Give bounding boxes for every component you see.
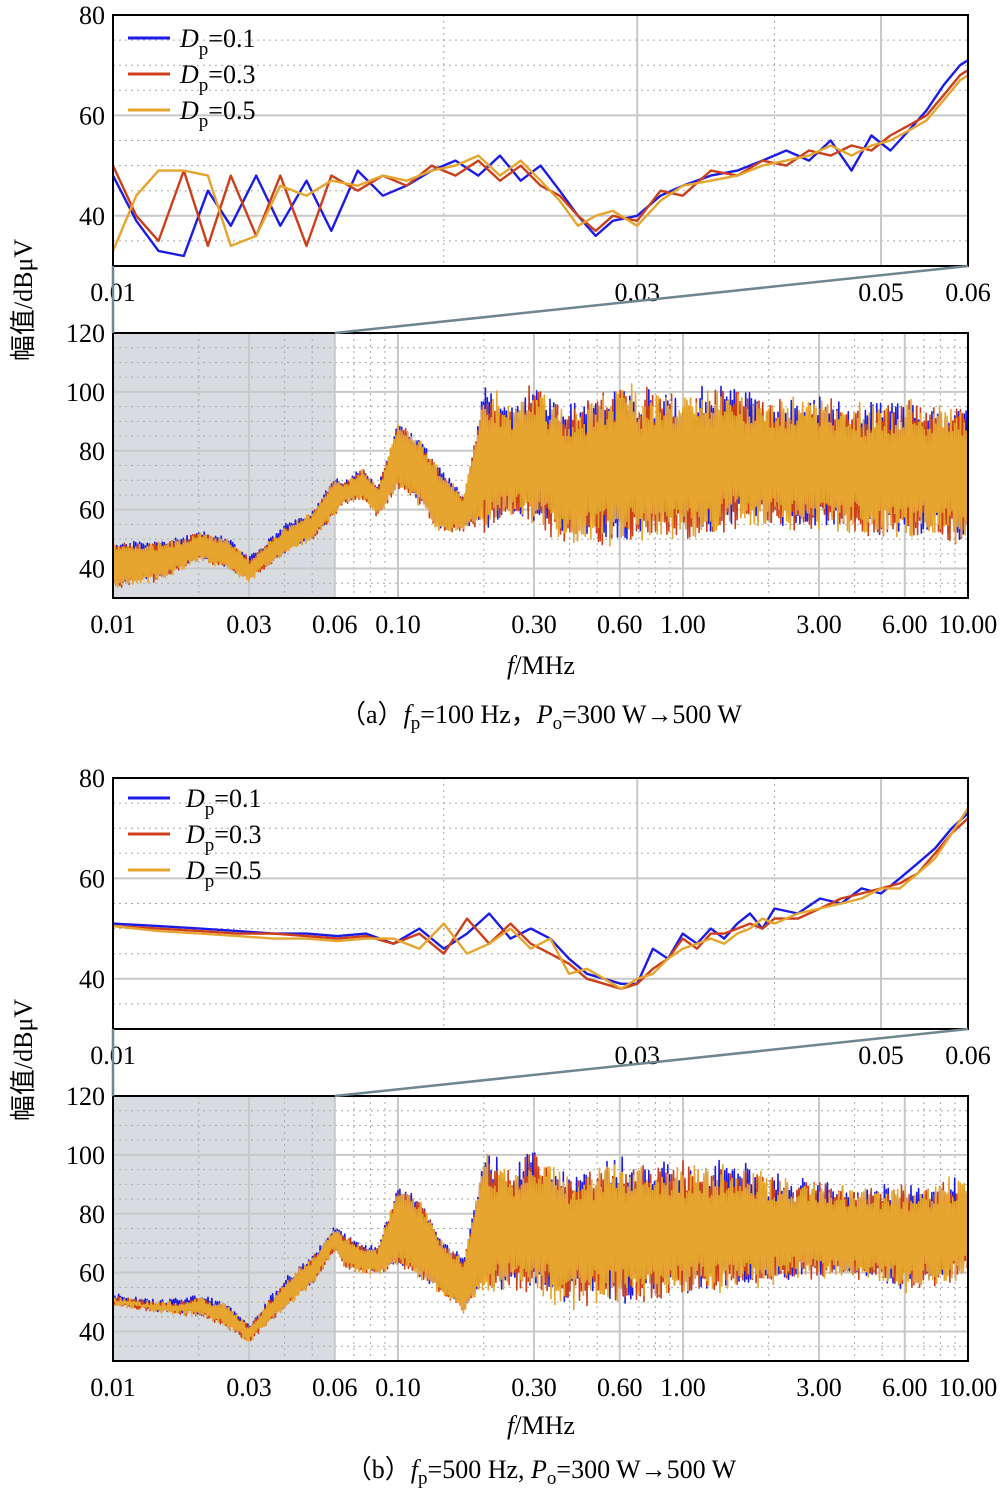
y-tick-label: 80 [79,1,105,30]
x-tick-label: 0.06 [945,278,991,307]
x-tick-label: 0.03 [226,1373,272,1402]
x-tick-label: 0.10 [375,1373,421,1402]
caption-b-fsub: p [418,1468,428,1489]
series-line-dp03 [113,69,968,248]
y-tick-label: 80 [79,437,105,466]
y-tick-label: 100 [66,378,105,407]
series-line-dp01 [113,59,968,258]
x-axis-label-var: f [507,1411,518,1440]
legend-item-dp01: Dp=0.1 [128,24,255,60]
x-tick-label: 0.01 [90,610,136,639]
zoom-connector-right [334,1027,969,1098]
y-tick-label: 40 [79,202,105,231]
legend-b: Dp=0.1 Dp=0.3 Dp=0.5 [128,784,261,892]
caption-b-post: =300 W→500 W [556,1455,736,1484]
caption-a-p: P [536,700,553,729]
series-line-dp05 [113,383,968,589]
caption-a-post: =300 W→500 W [562,700,742,729]
x-tick-label: 10.00 [939,610,998,639]
legend-item-dp03: Dp=0.3 [128,60,255,96]
y-tick-label: 120 [66,319,105,348]
caption-a-f: f [404,700,415,729]
y-tick-label: 100 [66,1141,105,1170]
x-tick-label: 0.05 [858,1041,904,1070]
caption-b-f: f [411,1455,422,1484]
caption-b-mid: =500 Hz, [428,1455,531,1484]
legend-label-dp05: Dp=0.5 [185,856,261,892]
x-axis-label-var: f [507,651,518,680]
y-tick-label: 40 [79,1318,105,1347]
legend-item-dp03: Dp=0.3 [128,820,261,856]
legend-label-dp01: Dp=0.1 [185,784,261,820]
x-axis-label-b: f/MHz [507,1411,575,1440]
legend-label-dp03: Dp=0.3 [179,60,255,96]
x-tick-label: 10.00 [939,1373,998,1402]
plot-frame [112,1095,969,1362]
panel-b-full-chart: 40 60 80 100 120 0.01 0.03 0.06 0.10 0.30 0.60 1.00… [66,1082,997,1402]
y-axis-label-a: 幅值/dBμV [9,239,38,362]
y-tick-label: 60 [79,864,105,893]
x-tick-label: 6.00 [882,1373,928,1402]
x-tick-label: 6.00 [882,610,928,639]
zoom-connector-right [334,264,969,335]
caption-a-psub: o [553,713,563,734]
x-tick-label: 0.60 [597,1373,643,1402]
caption-a-fsub: p [411,713,421,734]
y-tick-label: 80 [79,764,105,793]
x-axis-label-unit: /MHz [514,651,575,680]
x-tick-label: 0.30 [511,1373,557,1402]
series-line-dp03 [113,817,968,990]
plot-frame [112,777,969,1030]
x-tick-label: 0.06 [312,610,358,639]
caption-b-psub: o [547,1468,557,1489]
x-tick-label: 0.30 [511,610,557,639]
series-line-dp05 [113,1153,968,1342]
zoom-connector-lines [111,264,969,1098]
x-tick-label: 0.60 [597,610,643,639]
legend-label-dp05: Dp=0.5 [179,96,255,132]
y-tick-label: 60 [79,101,105,130]
y-tick-label: 40 [79,555,105,584]
series-line-dp05 [113,74,968,252]
y-tick-label: 60 [79,1259,105,1288]
y-tick-label: 80 [79,1200,105,1229]
x-axis-label-a: f/MHz [507,651,575,680]
y-tick-label: 60 [79,496,105,525]
series-line-dp05 [113,807,968,990]
caption-b: （b）fp=500 Hz, Po=300 W→500 W [346,1455,737,1489]
plot-frame [112,332,969,599]
legend-item-dp01: Dp=0.1 [128,784,261,820]
x-tick-label: 3.00 [796,610,842,639]
x-tick-label: 0.03 [226,610,272,639]
x-tick-label: 1.00 [660,610,706,639]
y-axis-label-b: 幅值/dBμV [9,999,38,1122]
y-tick-label: 40 [79,965,105,994]
legend-item-dp05: Dp=0.5 [128,856,261,892]
x-tick-label: 0.01 [90,1373,136,1402]
caption-b-p: P [530,1455,547,1484]
series-line-dp03 [113,385,968,589]
caption-a-mid: =100 Hz， [420,700,536,729]
legend-a: Dp=0.1 Dp=0.3 Dp=0.5 [128,24,255,132]
x-tick-label: 3.00 [796,1373,842,1402]
legend-label-dp01: Dp=0.1 [179,24,255,60]
legend-label-dp03: Dp=0.3 [185,820,261,856]
x-tick-label: 0.06 [312,1373,358,1402]
caption-a: （a）fp=100 Hz，Po=300 W→500 W [340,700,742,734]
y-tick-label: 120 [66,1082,105,1111]
x-tick-label: 0.06 [945,1041,991,1070]
x-tick-label: 1.00 [660,1373,706,1402]
x-axis-label-unit: /MHz [514,1411,575,1440]
legend-item-dp05: Dp=0.5 [128,96,255,132]
panel-a-full-chart: 40 60 80 100 120 0.01 0.03 0.06 0.10 0.30 0.60 1.00… [66,319,997,639]
caption-a-prefix: （a） [340,700,404,729]
x-tick-label: 0.05 [858,278,904,307]
x-tick-label: 0.10 [375,610,421,639]
plot-frame [112,14,969,267]
caption-b-prefix: （b） [346,1455,411,1484]
